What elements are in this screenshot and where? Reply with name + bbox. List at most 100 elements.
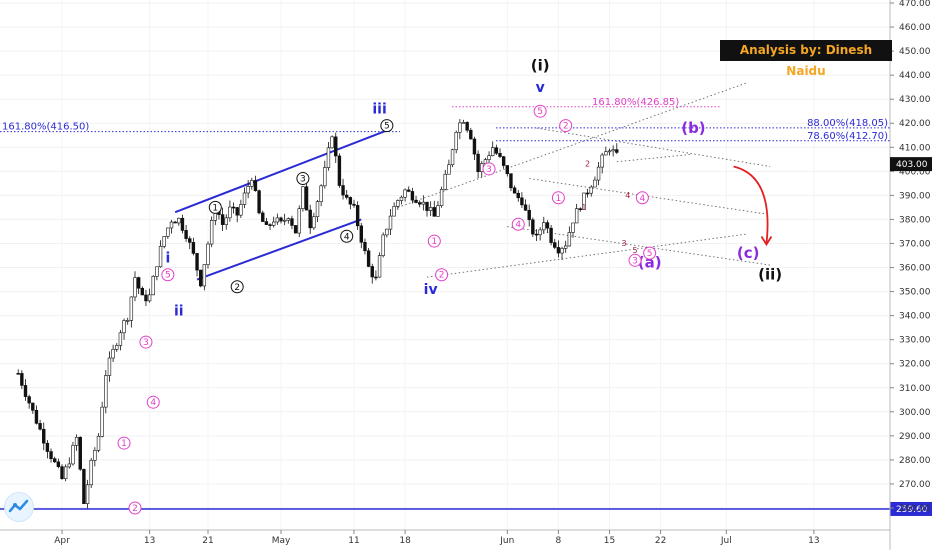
candle — [377, 255, 382, 278]
wave-count-circle — [146, 395, 160, 409]
y-tick-label: 440.00 — [899, 71, 931, 81]
candle — [304, 186, 309, 211]
candle — [199, 269, 203, 287]
candle — [242, 192, 247, 205]
candle — [169, 221, 174, 229]
candle — [549, 227, 553, 243]
y-tick-label: 450.00 — [899, 47, 931, 57]
support-price-label: 259.60 — [896, 505, 928, 515]
candle — [118, 332, 123, 346]
candle — [104, 375, 108, 408]
candle — [129, 296, 134, 321]
candle — [421, 201, 426, 205]
wave-count-label: 2 — [563, 122, 569, 132]
wave-label: iv — [424, 282, 438, 298]
candle — [282, 219, 287, 222]
candle — [38, 423, 42, 430]
candle — [144, 294, 148, 302]
candle — [381, 234, 385, 256]
wave-label: (i) — [531, 56, 550, 74]
y-tick-label: 350.00 — [899, 288, 931, 298]
candle — [341, 185, 345, 196]
current-price-label: 403.00 — [896, 160, 928, 170]
candle — [352, 203, 356, 206]
wave-count-circle — [230, 280, 244, 294]
y-tick-label: 410.00 — [899, 143, 931, 153]
candle — [487, 155, 491, 160]
candle — [578, 208, 583, 210]
wave-count-label: 2 — [439, 271, 445, 281]
wave-count-label: 4 — [515, 220, 521, 230]
candle — [74, 436, 79, 446]
candle — [96, 436, 101, 451]
candle — [527, 209, 531, 221]
candle — [315, 201, 320, 218]
candle — [49, 451, 53, 459]
candle — [542, 222, 546, 231]
candle — [392, 206, 396, 217]
y-tick-label: 320.00 — [899, 360, 931, 370]
candle — [534, 233, 539, 236]
channel-upper — [174, 129, 388, 214]
candle — [275, 217, 280, 223]
candle — [268, 224, 272, 226]
support-price-tag — [890, 501, 932, 516]
y-tick-label: 270.00 — [899, 480, 931, 490]
wave-label: (ii) — [758, 266, 782, 284]
wave-count-circle — [208, 200, 222, 214]
wave-count-label: 5 — [384, 122, 390, 132]
wave-count-label: 3 — [143, 338, 149, 348]
tradingview-logo-icon[interactable] — [4, 492, 34, 522]
wave-count-circle — [628, 253, 642, 267]
candle — [52, 458, 57, 463]
candle — [388, 215, 393, 230]
wave-label: v — [536, 80, 545, 96]
candle — [82, 468, 86, 504]
candle — [589, 186, 593, 194]
y-tick-label: 430.00 — [899, 95, 931, 105]
candle — [410, 191, 415, 201]
candle — [158, 246, 163, 268]
candle — [531, 219, 535, 235]
candle — [512, 187, 517, 194]
y-tick-label: 390.00 — [899, 191, 931, 201]
candle — [545, 222, 550, 229]
candle — [147, 294, 152, 302]
wave-count-label: 5 — [537, 107, 543, 117]
candle — [166, 227, 170, 237]
sub-wave-label: 1 — [581, 203, 586, 212]
candle — [301, 186, 305, 209]
candle — [571, 222, 575, 233]
candle — [447, 164, 451, 175]
candle — [220, 214, 225, 225]
candle — [257, 190, 261, 214]
y-tick-label: 260.00 — [899, 504, 931, 514]
candle — [293, 225, 298, 234]
wave-label: i — [165, 251, 170, 267]
wave-count-circle — [511, 217, 525, 231]
projection-arrow-head — [760, 235, 773, 247]
x-tick-label: 15 — [604, 536, 615, 546]
y-tick-label: 370.00 — [899, 239, 931, 249]
candle — [184, 230, 188, 239]
candle — [520, 197, 524, 206]
candle — [224, 217, 228, 225]
fib-level-label: 78.60%(412.70) — [807, 131, 888, 142]
wave-count-label: 2 — [132, 504, 138, 514]
candle — [228, 206, 232, 219]
trend-channels — [174, 81, 773, 281]
candle — [458, 122, 462, 133]
x-tick-label: 22 — [655, 536, 666, 546]
wave-label: iii — [372, 102, 386, 118]
y-tick-label: 420.00 — [899, 119, 931, 129]
candle — [516, 192, 520, 199]
candle — [501, 156, 506, 166]
candle — [20, 373, 24, 386]
candle — [246, 186, 250, 194]
candle — [60, 466, 64, 479]
candle — [308, 209, 312, 229]
candle — [359, 225, 363, 243]
y-tick-label: 310.00 — [899, 384, 931, 394]
